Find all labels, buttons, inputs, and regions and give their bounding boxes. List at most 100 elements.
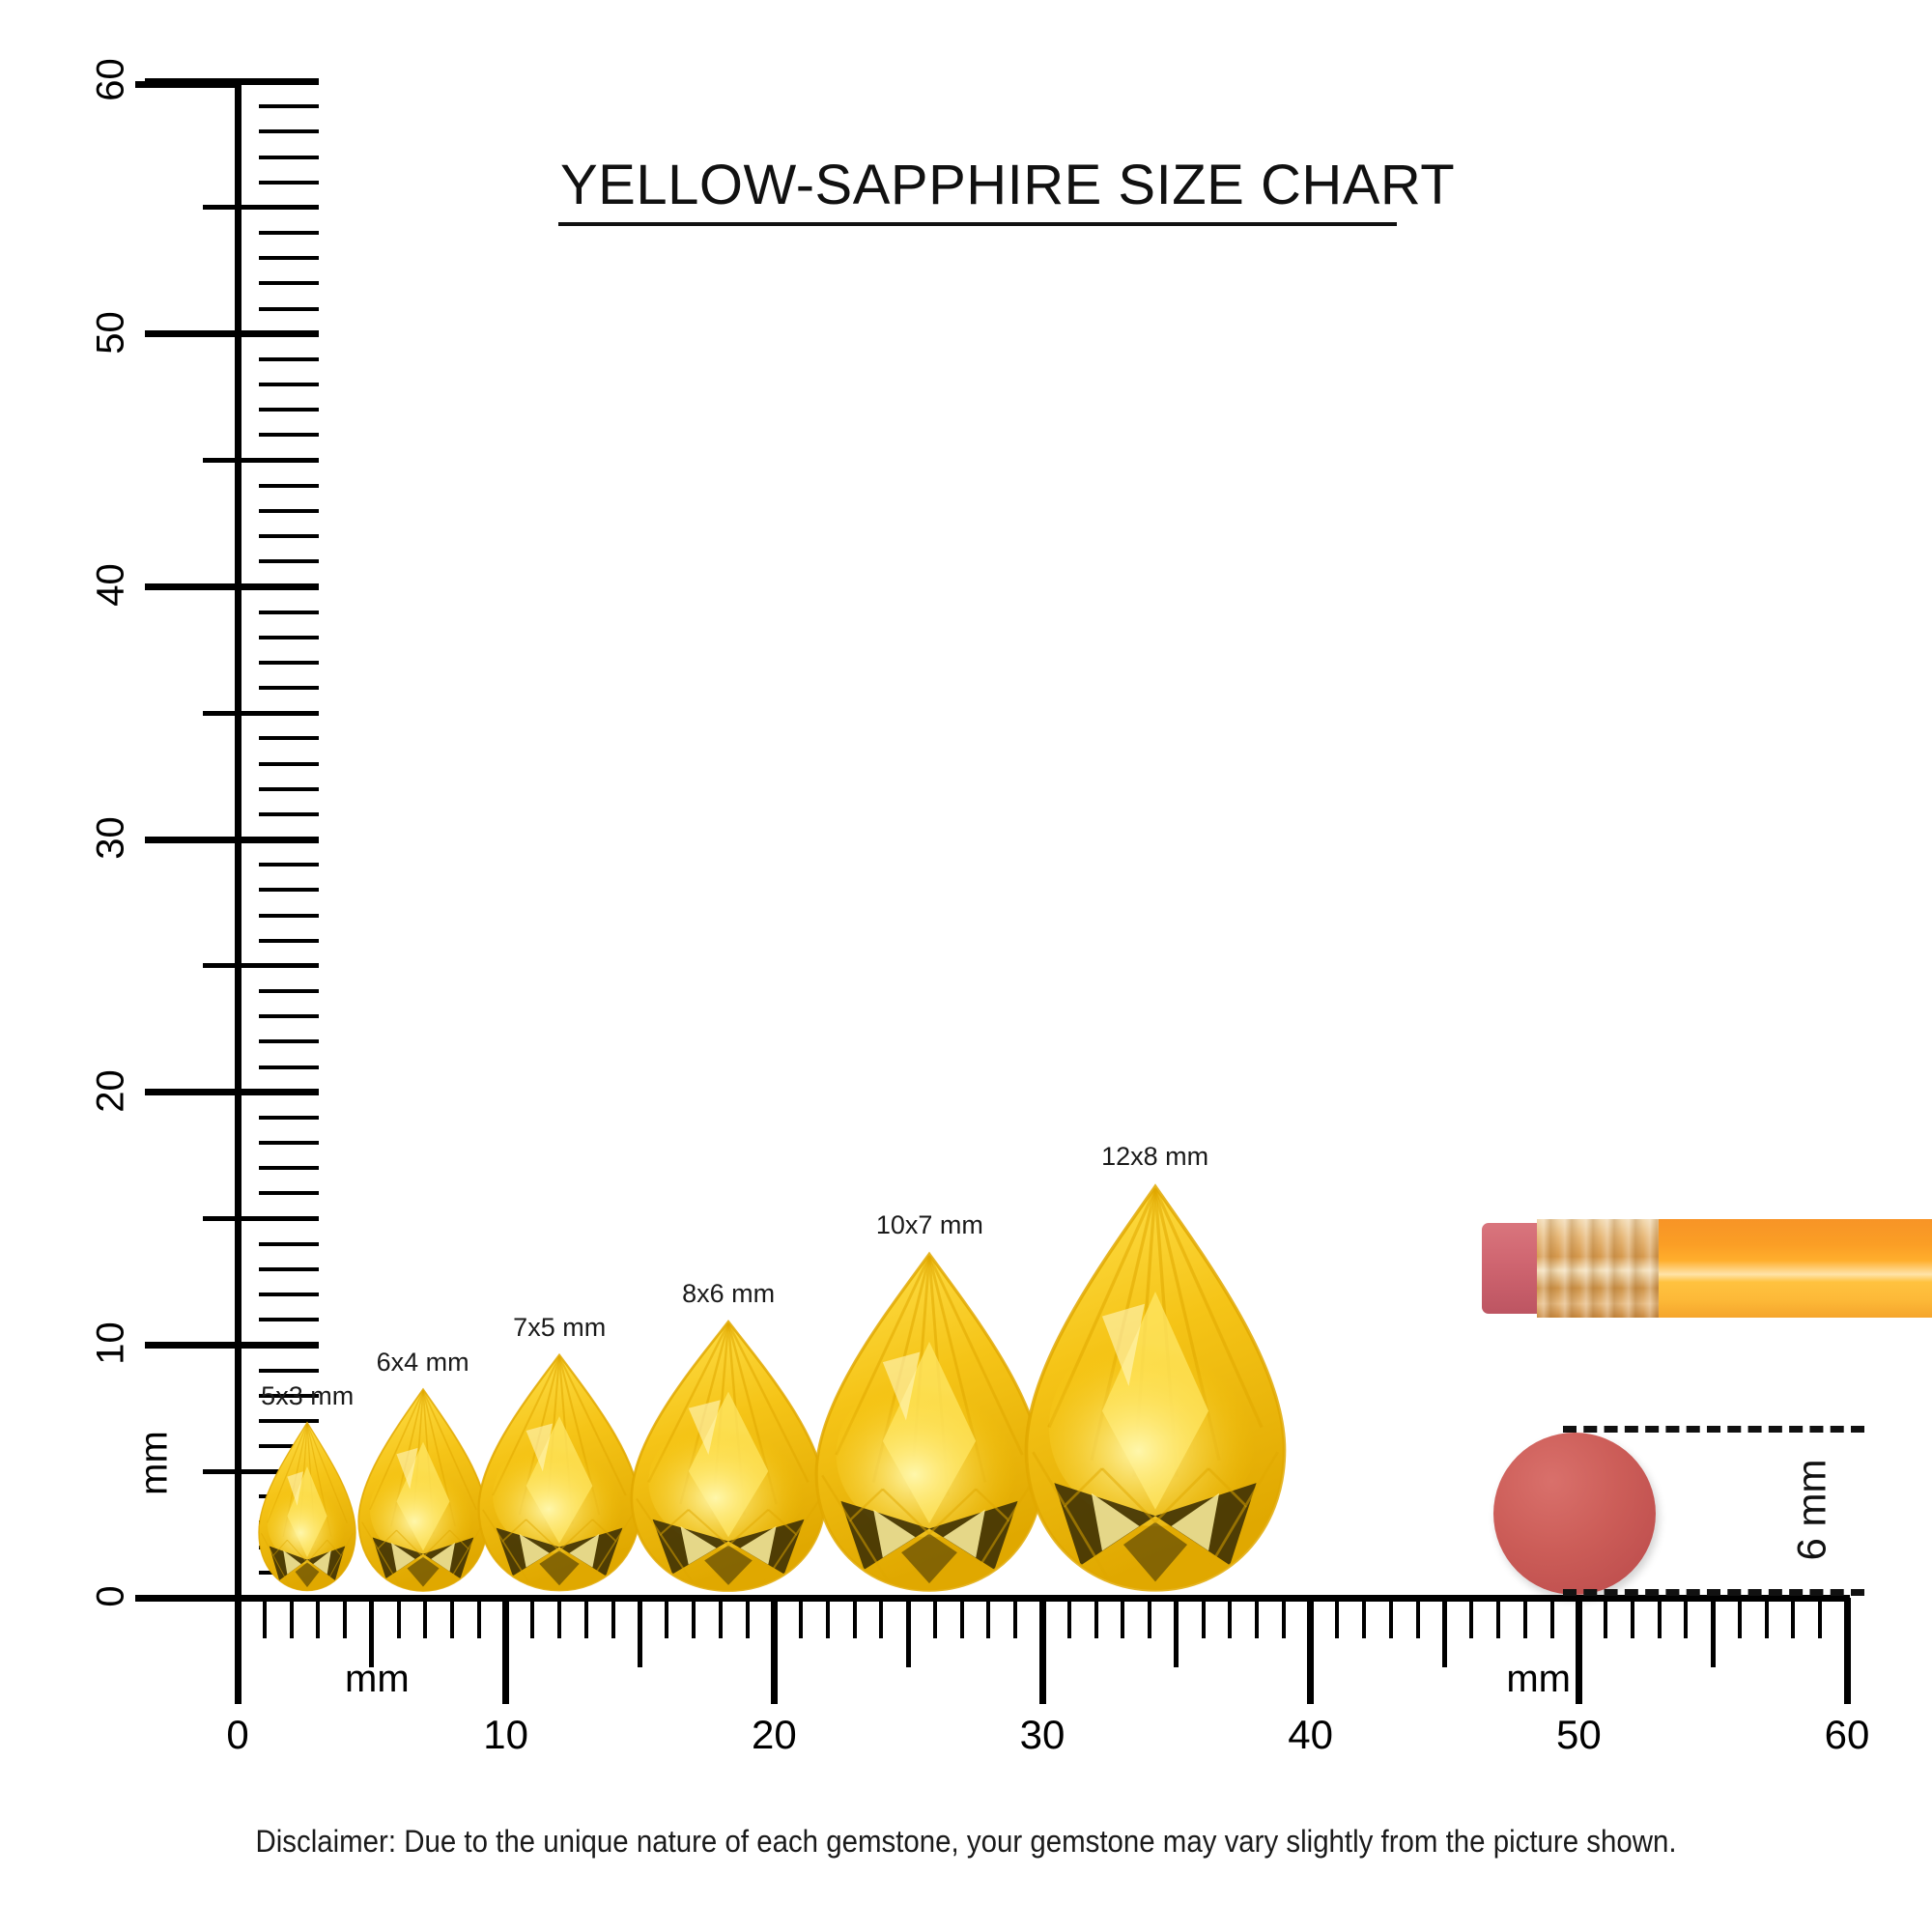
gemstone-pear-shape bbox=[814, 1251, 1044, 1592]
gemstone-item[interactable]: 12x8 mm bbox=[1024, 1142, 1286, 1598]
vertical-tick-46 bbox=[259, 433, 319, 438]
vertical-tick-8 bbox=[259, 1393, 319, 1398]
vertical-tick-label-20: 20 bbox=[89, 1068, 132, 1113]
vertical-tick-10 bbox=[145, 1341, 319, 1349]
horizontal-tick-39 bbox=[1281, 1598, 1286, 1638]
vertical-tick-22 bbox=[259, 1039, 319, 1044]
horizontal-tick-34 bbox=[1148, 1598, 1152, 1638]
horizontal-tick-3 bbox=[316, 1598, 321, 1638]
pencil-body-icon bbox=[1659, 1219, 1932, 1318]
horizontal-tick-10 bbox=[502, 1598, 510, 1704]
vertical-tick-51 bbox=[259, 306, 319, 311]
vertical-tick-59 bbox=[259, 104, 319, 109]
horizontal-ruler: 0 10 20 30 40 50 60 mm mm bbox=[0, 1598, 1932, 1849]
horizontal-tick-43 bbox=[1388, 1598, 1393, 1638]
horizontal-tick-23 bbox=[852, 1598, 857, 1638]
gemstone-item[interactable]: 10x7 mm bbox=[804, 1210, 1055, 1598]
horizontal-tick-7 bbox=[423, 1598, 428, 1638]
horizontal-ruler-spine bbox=[135, 1595, 1850, 1602]
horizontal-tick-label-10: 10 bbox=[483, 1712, 529, 1757]
vertical-tick-55 bbox=[203, 205, 319, 211]
vertical-tick-44 bbox=[259, 483, 319, 488]
horizontal-tick-44 bbox=[1415, 1598, 1420, 1638]
vertical-tick-30 bbox=[145, 836, 319, 843]
vertical-tick-7 bbox=[259, 1418, 319, 1423]
horizontal-tick-36 bbox=[1201, 1598, 1206, 1638]
vertical-tick-13 bbox=[259, 1266, 319, 1271]
horizontal-tick-55 bbox=[1710, 1598, 1716, 1667]
gemstone-item[interactable]: 7x5 mm bbox=[434, 1313, 685, 1598]
vertical-tick-label-40: 40 bbox=[89, 563, 132, 608]
horizontal-tick-60 bbox=[1843, 1598, 1851, 1704]
vertical-tick-label-10: 10 bbox=[89, 1321, 132, 1366]
horizontal-tick-8 bbox=[450, 1598, 455, 1638]
gemstone-size-label: 10x7 mm bbox=[875, 1209, 983, 1239]
horizontal-tick-label-40: 40 bbox=[1288, 1712, 1334, 1757]
vertical-tick-34 bbox=[259, 736, 319, 741]
horizontal-tick-14 bbox=[611, 1598, 615, 1638]
horizontal-tick-0 bbox=[234, 1598, 242, 1704]
horizontal-tick-label-0: 0 bbox=[226, 1712, 249, 1757]
eraser-size-callout: 6 mm bbox=[1729, 1428, 1893, 1592]
horizontal-tick-label-50: 50 bbox=[1555, 1712, 1602, 1757]
horizontal-tick-35 bbox=[1174, 1598, 1179, 1667]
horizontal-tick-label-30: 30 bbox=[1019, 1712, 1065, 1757]
horizontal-tick-30 bbox=[1038, 1598, 1046, 1704]
vertical-tick-35 bbox=[203, 710, 319, 716]
gemstone-item[interactable]: 6x4 mm bbox=[298, 1348, 549, 1598]
vertical-tick-18 bbox=[259, 1141, 319, 1145]
vertical-tick-36 bbox=[259, 686, 319, 690]
vertical-tick-14 bbox=[259, 1241, 319, 1246]
horizontal-tick-22 bbox=[825, 1598, 830, 1638]
vertical-tick-31 bbox=[259, 811, 319, 816]
vertical-tick-60 bbox=[145, 77, 319, 85]
vertical-tick-47 bbox=[259, 408, 319, 412]
horizontal-tick-21 bbox=[799, 1598, 804, 1638]
horizontal-tick-56 bbox=[1737, 1598, 1742, 1638]
vertical-tick-15 bbox=[203, 1216, 319, 1221]
horizontal-tick-41 bbox=[1335, 1598, 1340, 1638]
horizontal-tick-9 bbox=[476, 1598, 481, 1638]
horizontal-tick-26 bbox=[932, 1598, 937, 1638]
gemstone-item[interactable]: 8x6 mm bbox=[603, 1279, 854, 1598]
vertical-tick-33 bbox=[259, 761, 319, 766]
vertical-tick-16 bbox=[259, 1191, 319, 1196]
vertical-tick-21 bbox=[259, 1065, 319, 1069]
horizontal-tick-31 bbox=[1066, 1598, 1071, 1638]
vertical-tick-50 bbox=[145, 330, 319, 338]
horizontal-tick-54 bbox=[1684, 1598, 1689, 1638]
horizontal-tick-45 bbox=[1442, 1598, 1447, 1667]
horizontal-tick-48 bbox=[1522, 1598, 1527, 1638]
gemstone-size-label: 5x3 mm bbox=[261, 1381, 355, 1411]
vertical-tick-26 bbox=[259, 938, 319, 943]
eraser-size-callout-label: 6 mm bbox=[1788, 1459, 1833, 1561]
vertical-tick-0 bbox=[145, 1594, 319, 1602]
horizontal-tick-50 bbox=[1575, 1598, 1582, 1704]
vertical-tick-52 bbox=[259, 281, 319, 286]
vertical-tick-45 bbox=[203, 458, 319, 463]
vertical-tick-25 bbox=[203, 963, 319, 969]
vertical-tick-29 bbox=[259, 863, 319, 867]
gemstone-pear-shape bbox=[356, 1387, 489, 1592]
horizontal-tick-1 bbox=[262, 1598, 267, 1638]
horizontal-tick-16 bbox=[665, 1598, 669, 1638]
vertical-tick-label-50: 50 bbox=[89, 310, 132, 355]
gemstone-size-label: 6x4 mm bbox=[376, 1347, 469, 1377]
gemstone-size-label: 8x6 mm bbox=[682, 1278, 776, 1308]
vertical-tick-28 bbox=[259, 888, 319, 893]
horizontal-tick-53 bbox=[1657, 1598, 1662, 1638]
vertical-tick-40 bbox=[145, 582, 319, 590]
vertical-tick-32 bbox=[259, 786, 319, 791]
vertical-tick-58 bbox=[259, 129, 319, 134]
callout-dash-bottom bbox=[1563, 1589, 1864, 1596]
vertical-tick-38 bbox=[259, 635, 319, 639]
gemstone-pear-shape bbox=[1024, 1183, 1286, 1592]
disclaimer-text: Disclaimer: Due to the unique nature of … bbox=[255, 1824, 1677, 1859]
horizontal-tick-18 bbox=[718, 1598, 723, 1638]
gemstone-pear-shape bbox=[258, 1421, 356, 1592]
horizontal-tick-27 bbox=[959, 1598, 964, 1638]
vertical-tick-42 bbox=[259, 534, 319, 538]
horizontal-tick-57 bbox=[1764, 1598, 1769, 1638]
gemstone-item[interactable]: 5x3 mm bbox=[182, 1381, 433, 1598]
